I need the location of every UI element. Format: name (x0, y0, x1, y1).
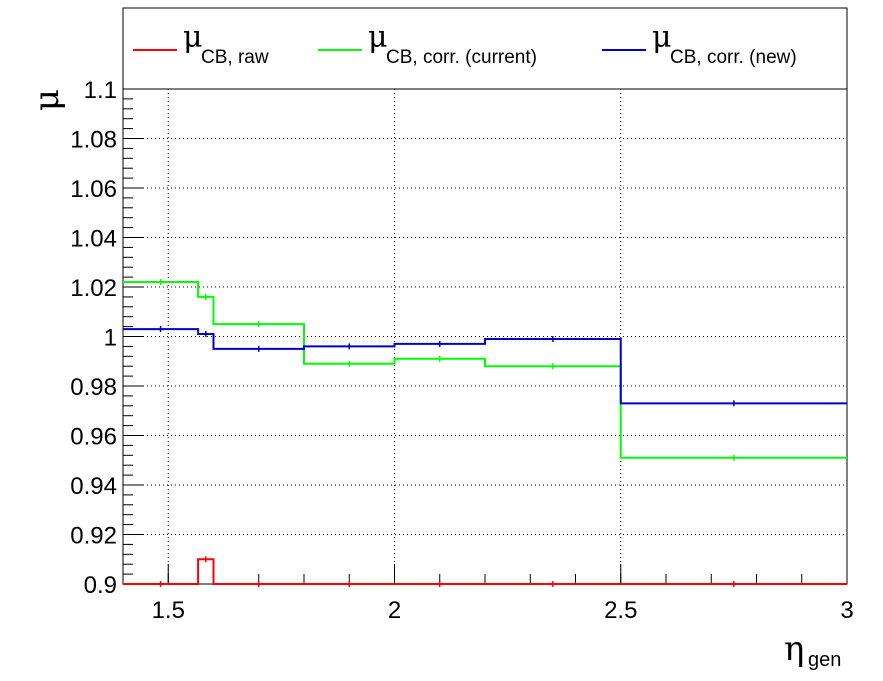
tick-labels: 0.9 0.92 0.94 0.96 0.98 1 1.02 1.04 1.06 1.08 1.1 1… (70, 77, 853, 624)
y-tick-label: 1 (104, 325, 117, 352)
y-tick-label: 1.06 (70, 176, 117, 203)
y-tick-label: 0.96 (70, 424, 117, 451)
legend-label-0: CB, raw (201, 47, 269, 68)
x-tick-label: 3 (840, 597, 853, 624)
y-axis-title: μ (27, 89, 67, 111)
y-tick-label: 1.1 (84, 77, 117, 104)
series-group (123, 279, 847, 587)
x-tick-label: 1.5 (152, 597, 185, 624)
legend-symbol-2: μ (652, 20, 672, 55)
y-tick-label: 1.08 (70, 127, 117, 154)
legend-label-2: CB, corr. (new) (670, 47, 797, 68)
x-tick-label: 2.5 (604, 597, 637, 624)
y-tick-label: 1.04 (70, 226, 117, 253)
y-tick-label: 0.92 (70, 523, 117, 550)
y-tick-label: 0.9 (84, 572, 117, 599)
x-axis-title: η (784, 629, 804, 669)
y-tick-label: 0.94 (70, 473, 117, 500)
x-axis-title-subscript: gen (808, 649, 841, 671)
grid (123, 89, 847, 584)
x-tick-label: 2 (388, 597, 401, 624)
y-tick-label: 1.02 (70, 275, 117, 302)
legend-label-1: CB, corr. (current) (386, 47, 537, 68)
series-line-1 (123, 281, 847, 459)
legend-symbol-0: μ (183, 20, 203, 55)
legend-box (122, 7, 848, 90)
legend-symbol-1: μ (368, 20, 388, 55)
y-tick-label: 0.98 (70, 374, 117, 401)
